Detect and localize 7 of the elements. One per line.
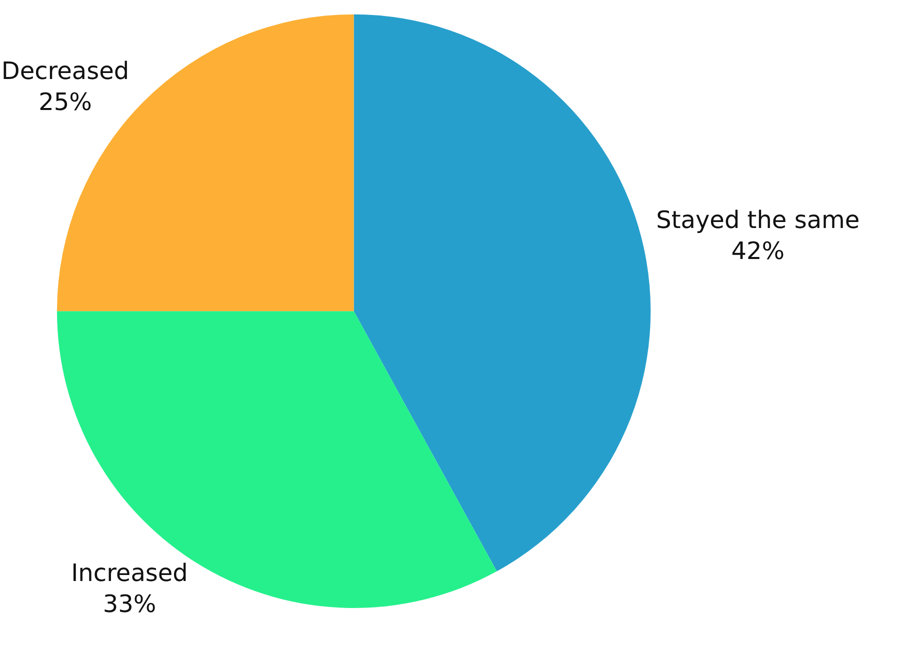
data-label: 33% xyxy=(102,590,156,618)
slice-label: Increased xyxy=(71,558,188,587)
slice-label: Decreased xyxy=(1,56,130,85)
data-label: 25% xyxy=(38,88,92,116)
pie-slice xyxy=(354,14,650,572)
data-label: 42% xyxy=(731,237,785,266)
slice-label: Stayed the same xyxy=(656,206,860,234)
